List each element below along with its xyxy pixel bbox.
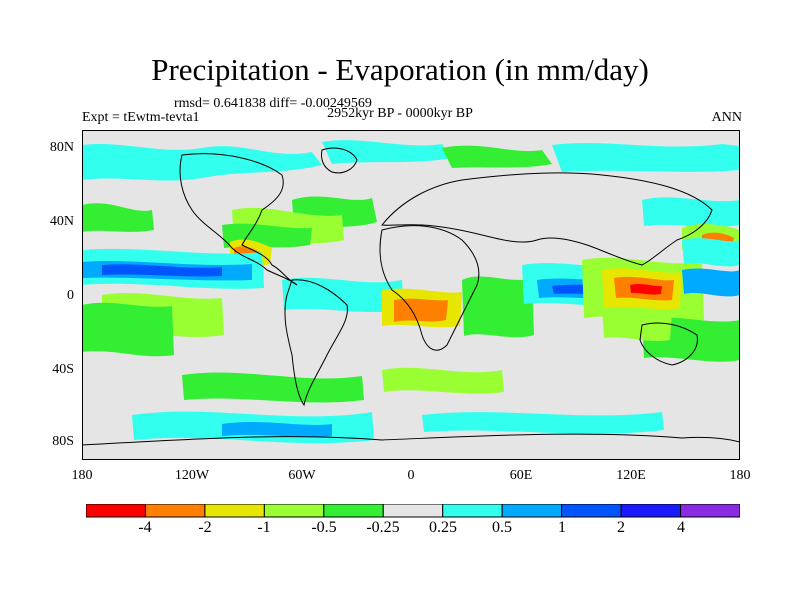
field-so-green: [182, 372, 364, 403]
colorbar-label-1: -4: [138, 519, 152, 536]
field-wpac-blue: [682, 268, 740, 297]
colorbar-label-9: 2: [617, 519, 625, 536]
colorbar-label-5: -0.25: [366, 519, 400, 536]
colorbar-cell: [620, 504, 682, 518]
colorbar-label-7: 0.5: [492, 519, 512, 536]
coast-south-america: [284, 279, 348, 407]
coast-australia: [639, 322, 698, 366]
field-so-blue: [222, 422, 332, 438]
field-safrica-green: [462, 276, 534, 338]
map-title: Precipitation - Evaporation (in mm/day): [151, 52, 649, 87]
coastlines: [82, 147, 740, 446]
field-spac-lime: [602, 308, 672, 342]
field-mc-red: [630, 284, 662, 295]
field-nwpac-cyan: [642, 197, 740, 227]
ytick-0: 0: [67, 288, 74, 303]
experiment-label: Expt = tEwtm-tevta1: [82, 110, 200, 125]
ytick-40n: 40N: [49, 214, 74, 229]
pme-map: [82, 130, 740, 460]
xtick-180e: 180: [729, 468, 751, 483]
colorbar-cell: [86, 504, 146, 518]
colorbar-cell: [263, 504, 325, 518]
field-so-cyan-2: [422, 412, 664, 434]
colorbar-label-8: 1: [558, 519, 566, 536]
xtick-0: 0: [407, 468, 415, 483]
colorbar-cell: [561, 504, 622, 518]
ytick-80n: 80N: [49, 140, 74, 155]
field-so-green-2: [382, 367, 504, 394]
xtick-60w: 60W: [288, 468, 316, 483]
field-siberia-cyan: [552, 142, 740, 172]
colorbar-label-10: 4: [677, 519, 685, 536]
field-atl-cyan: [282, 277, 404, 312]
coast-eurasia: [381, 172, 713, 266]
colorbar-cell: [323, 504, 384, 518]
coast-antarctica: [82, 433, 740, 446]
xtick-60e: 60E: [509, 468, 533, 483]
colorbar-cell: [442, 504, 503, 518]
xtick-120e: 120E: [616, 468, 646, 483]
field-atl-orange: [394, 298, 448, 322]
coast-greenland: [321, 147, 358, 174]
field-np-green: [82, 203, 154, 232]
stats-line: rmsd= 0.641838 diff= -0.00249569: [174, 96, 372, 111]
field-arctic-cyan: [82, 143, 322, 181]
season-label: ANN: [711, 110, 742, 125]
ytick-40s: 40S: [52, 362, 74, 377]
colorbar-cell: [680, 504, 740, 518]
time-span-label: 2952kyr BP - 0000kyr BP: [327, 106, 473, 121]
ytick-80s: 80S: [52, 434, 74, 449]
field-arctic-cyan-2: [322, 140, 452, 164]
xtick-120w: 120W: [174, 468, 210, 483]
field-arctic-green: [442, 145, 552, 168]
colorbar-cell: [382, 504, 444, 518]
colorbar-cell: [204, 504, 265, 518]
colorbar: [86, 504, 740, 518]
colorbar-cell: [501, 504, 563, 518]
coast-north-america: [179, 153, 298, 286]
colorbar-cell: [144, 504, 206, 518]
colorbar-label-6: 0.25: [429, 519, 457, 536]
colorbar-label-2: -2: [198, 519, 212, 536]
field-wpac-cyan: [682, 238, 740, 267]
colorbar-label-3: -1: [257, 519, 271, 536]
xtick-180w: 180: [71, 468, 93, 483]
colorbar-label-4: -0.5: [311, 519, 337, 536]
map-frame: [82, 130, 740, 460]
coast-africa: [379, 225, 480, 351]
field-itcz-dblue: [102, 264, 222, 277]
field-epac-lime: [82, 302, 174, 357]
